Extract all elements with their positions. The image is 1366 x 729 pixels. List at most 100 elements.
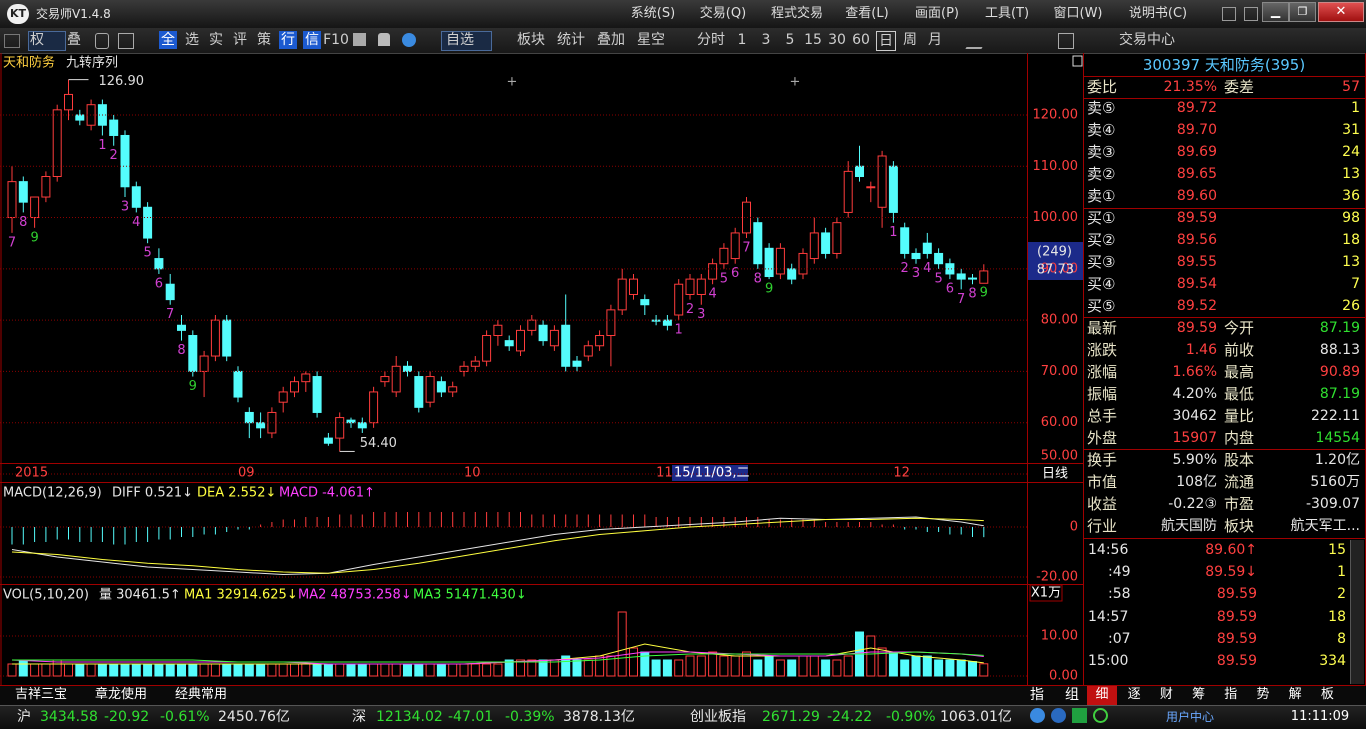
menu-item[interactable]: 程式交易: [770, 6, 824, 21]
sheet-tab[interactable]: 经典常用: [174, 687, 228, 702]
close-button[interactable]: ✕: [1318, 2, 1364, 22]
field-label: 量比: [1224, 407, 1255, 425]
sheet-tab[interactable]: 组: [1065, 687, 1079, 703]
toolbar-button[interactable]: 统计: [557, 32, 585, 48]
menu-item[interactable]: 工具(T): [984, 6, 1030, 21]
candle-body: [809, 232, 819, 260]
icon[interactable]: [1058, 33, 1074, 49]
dropdown[interactable]: [441, 31, 492, 51]
panel-tab[interactable]: 解: [1288, 687, 1302, 702]
sequence-label: 9: [980, 286, 988, 301]
toolbar-button[interactable]: 行: [279, 31, 297, 49]
icon[interactable]: [402, 33, 416, 47]
dropdown[interactable]: [28, 31, 66, 51]
sheet-tab[interactable]: 吉祥三宝: [14, 687, 68, 702]
toolbar-button[interactable]: 分时: [697, 32, 725, 48]
panel-tab[interactable]: 财: [1159, 687, 1173, 702]
toolbar-button[interactable]: 日: [876, 31, 896, 51]
icon[interactable]: [353, 33, 366, 46]
panel-tab[interactable]: 逐: [1127, 687, 1141, 702]
menu-item[interactable]: 说明书(C): [1128, 6, 1188, 21]
toolbar-button[interactable]: 策: [257, 32, 271, 48]
book-volume: 98: [1342, 210, 1360, 226]
user-center[interactable]: 用户中心: [1165, 710, 1215, 724]
volume-bar: [832, 659, 842, 677]
toolbar-button[interactable]: 月: [928, 32, 942, 48]
field-label: 收益: [1087, 495, 1118, 513]
book-volume: 31: [1342, 122, 1360, 138]
panel-toggle[interactable]: [1072, 55, 1083, 67]
tick-price: 89.59: [1216, 630, 1257, 647]
menu-item[interactable]: 画面(P): [915, 6, 959, 21]
panel-tab[interactable]: 板: [1320, 687, 1334, 702]
sheet-tab[interactable]: 指: [1030, 687, 1044, 703]
panel-tab[interactable]: 筹: [1192, 687, 1206, 702]
divider: [1084, 208, 1366, 209]
divider: [1084, 98, 1366, 99]
panel-tab[interactable]: 势: [1256, 687, 1270, 702]
toolbar-button[interactable]: 1: [737, 32, 747, 48]
toolbar-button[interactable]: 全: [159, 31, 177, 49]
candle-body: [821, 232, 831, 254]
toolbar-button[interactable]: 选: [185, 32, 199, 48]
toolbar-button[interactable]: F10: [323, 32, 349, 48]
stock-label: 天和防务: [3, 55, 55, 71]
candle-body: [742, 201, 751, 234]
toolbar-button[interactable]: 实: [209, 32, 223, 48]
status-icons: [1030, 708, 1130, 726]
field-label: 市盈: [1224, 495, 1255, 513]
toolbar-button[interactable]: 15: [804, 32, 822, 48]
candle-body: [109, 119, 119, 136]
maximize-button[interactable]: ❐: [1289, 2, 1316, 22]
icon[interactable]: [4, 34, 20, 48]
icon[interactable]: [1244, 7, 1258, 21]
index-name: 深: [352, 709, 366, 725]
field-label: 外盘: [1087, 429, 1118, 447]
scrollbar[interactable]: [1350, 540, 1364, 684]
toolbar-button[interactable]: 叠加: [597, 32, 625, 48]
field-label: 前收: [1224, 341, 1255, 359]
toolbar-button[interactable]: 权: [30, 32, 44, 48]
candle-body: [357, 422, 367, 429]
icon[interactable]: [118, 33, 134, 49]
field-label: 委比: [1087, 78, 1118, 96]
toolbar-button[interactable]: 叠: [67, 32, 81, 48]
panel-tab[interactable]: 细: [1095, 687, 1109, 702]
candle-body: [888, 165, 898, 213]
candle-body: [719, 247, 729, 265]
sheet-tab[interactable]: 章龙使用: [94, 687, 148, 702]
toolbar-button[interactable]: 交易中心: [1119, 32, 1175, 48]
panel-tab[interactable]: 指: [1224, 687, 1238, 702]
toolbar-button[interactable]: 星空: [637, 32, 665, 48]
toolbar-button[interactable]: 周: [903, 32, 917, 48]
toolbar-button[interactable]: 30: [828, 32, 846, 48]
toolbar-button[interactable]: 5: [785, 32, 795, 48]
icon[interactable]: [95, 33, 109, 49]
icon[interactable]: [1222, 7, 1236, 21]
toolbar-button[interactable]: 3: [761, 32, 771, 48]
toolbar-button[interactable]: 自选: [446, 32, 474, 48]
toolbar-button[interactable]: 信: [303, 31, 321, 49]
volume-bar: [764, 655, 774, 677]
menu-item[interactable]: 系统(S): [630, 6, 676, 21]
toolbar-button[interactable]: 评: [233, 32, 247, 48]
index-value: 2671.29: [762, 709, 820, 725]
menu-item[interactable]: 查看(L): [845, 6, 889, 21]
candle-body: [210, 319, 220, 357]
sequence-label: 4: [708, 287, 716, 302]
menu-item[interactable]: 窗口(W): [1053, 6, 1103, 21]
icon[interactable]: [378, 33, 390, 46]
volume-bar: [278, 663, 288, 677]
volume-bar: [516, 659, 525, 677]
sequence-label: 6: [946, 282, 954, 297]
toolbar-button[interactable]: 板块: [517, 32, 545, 48]
field-value: 航天军工...: [1290, 518, 1360, 534]
menu-item[interactable]: 交易(Q): [699, 6, 747, 21]
toolbar-button[interactable]: 60: [852, 32, 870, 48]
minimize-button[interactable]: ▁: [1262, 2, 1289, 22]
candle-body: [52, 109, 62, 178]
period-label: 日线: [1042, 467, 1068, 482]
candle-body: [549, 329, 559, 347]
candle-body: [775, 247, 785, 275]
volume-bar: [527, 659, 537, 677]
